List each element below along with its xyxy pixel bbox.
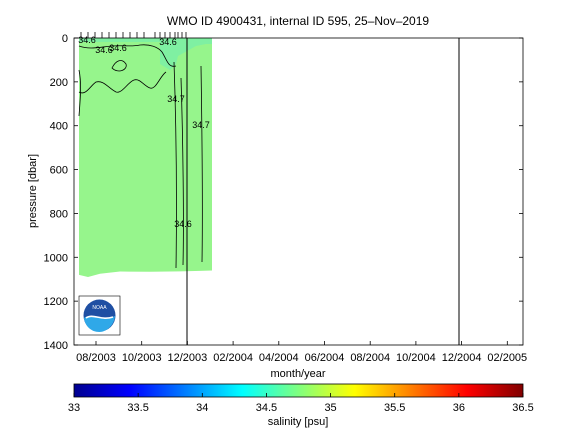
colorbar-tick-label: 33 xyxy=(68,402,80,414)
x-tick-label: 08/2004 xyxy=(350,352,390,364)
contour-line xyxy=(200,65,203,263)
y-tick-label: 1000 xyxy=(44,252,68,264)
colorbar-tick-label: 36.5 xyxy=(512,402,533,414)
colorbar-ticks: 33 33.5 34 34.5 35 35.5 36 36.5 xyxy=(68,393,534,414)
contour-line xyxy=(78,69,81,117)
x-tick-label: 08/2003 xyxy=(76,352,116,364)
contour-label: 34.6 xyxy=(109,43,127,53)
x-axis-label: month/year xyxy=(270,368,325,380)
colorbar-tick-label: 36 xyxy=(453,402,465,414)
contour-label: 34.7 xyxy=(167,94,185,104)
contour-line xyxy=(173,61,177,269)
contour-line xyxy=(78,71,167,94)
colorbar-label: salinity [psu] xyxy=(268,416,329,428)
profile-ticks xyxy=(80,32,187,38)
plot-frame xyxy=(73,37,524,346)
colorbar-tick-label: 35.5 xyxy=(384,402,405,414)
x-tick-label: 12/2004 xyxy=(442,352,482,364)
contour-label: 34.6 xyxy=(174,219,192,229)
contour-line xyxy=(180,77,184,266)
colorbar-tick-label: 34 xyxy=(196,402,208,414)
x-tick-label: 06/2004 xyxy=(305,352,345,364)
x-tick-label: 10/2004 xyxy=(396,352,436,364)
x-tick-label: 04/2004 xyxy=(259,352,299,364)
y-tick-label: 600 xyxy=(50,165,68,177)
y-tick-label: 200 xyxy=(50,77,68,89)
colorbar xyxy=(73,383,524,398)
y-tick-label: 1400 xyxy=(44,340,68,352)
colorbar-tick-label: 35 xyxy=(324,402,336,414)
x-tick-label: 12/2003 xyxy=(168,352,208,364)
vertical-markers xyxy=(186,38,460,345)
y-tick-label: 0 xyxy=(62,33,68,45)
contour-line xyxy=(78,44,177,67)
contour-label: 34.7 xyxy=(192,120,210,130)
salinity-fill-main xyxy=(79,38,212,278)
colorbar-tick-label: 33.5 xyxy=(127,402,148,414)
contour-lines xyxy=(78,44,203,269)
y-axis-label: pressure [dbar] xyxy=(27,154,39,228)
noaa-logo: NOAA xyxy=(78,295,121,336)
chart-title: WMO ID 4900431, internal ID 595, 25–Nov–… xyxy=(167,14,429,28)
y-tick-label: 800 xyxy=(50,208,68,220)
salinity-field xyxy=(79,38,212,278)
y-axis: 0 200 400 600 800 1000 1200 1400 xyxy=(44,33,523,352)
y-tick-label: 1200 xyxy=(44,296,68,308)
contour-labels: 34.634.634.634.734.734.634.6 xyxy=(78,35,210,229)
colorbar-tick-label: 34.5 xyxy=(256,402,277,414)
x-tick-label: 02/2005 xyxy=(487,352,527,364)
x-axis: 08/2003 10/2003 12/2003 02/2004 04/2004 06/20… xyxy=(76,341,527,364)
contour-label: 34.6 xyxy=(78,35,96,45)
salinity-fill-shallow xyxy=(79,38,212,70)
x-tick-label: 02/2004 xyxy=(213,352,253,364)
x-tick-label: 10/2003 xyxy=(122,352,162,364)
contour-line xyxy=(111,60,127,72)
contour-label: 34.6 xyxy=(159,37,177,47)
y-tick-label: 400 xyxy=(50,121,68,133)
contour-label: 34.6 xyxy=(95,45,113,55)
noaa-logo-text: NOAA xyxy=(92,305,107,311)
